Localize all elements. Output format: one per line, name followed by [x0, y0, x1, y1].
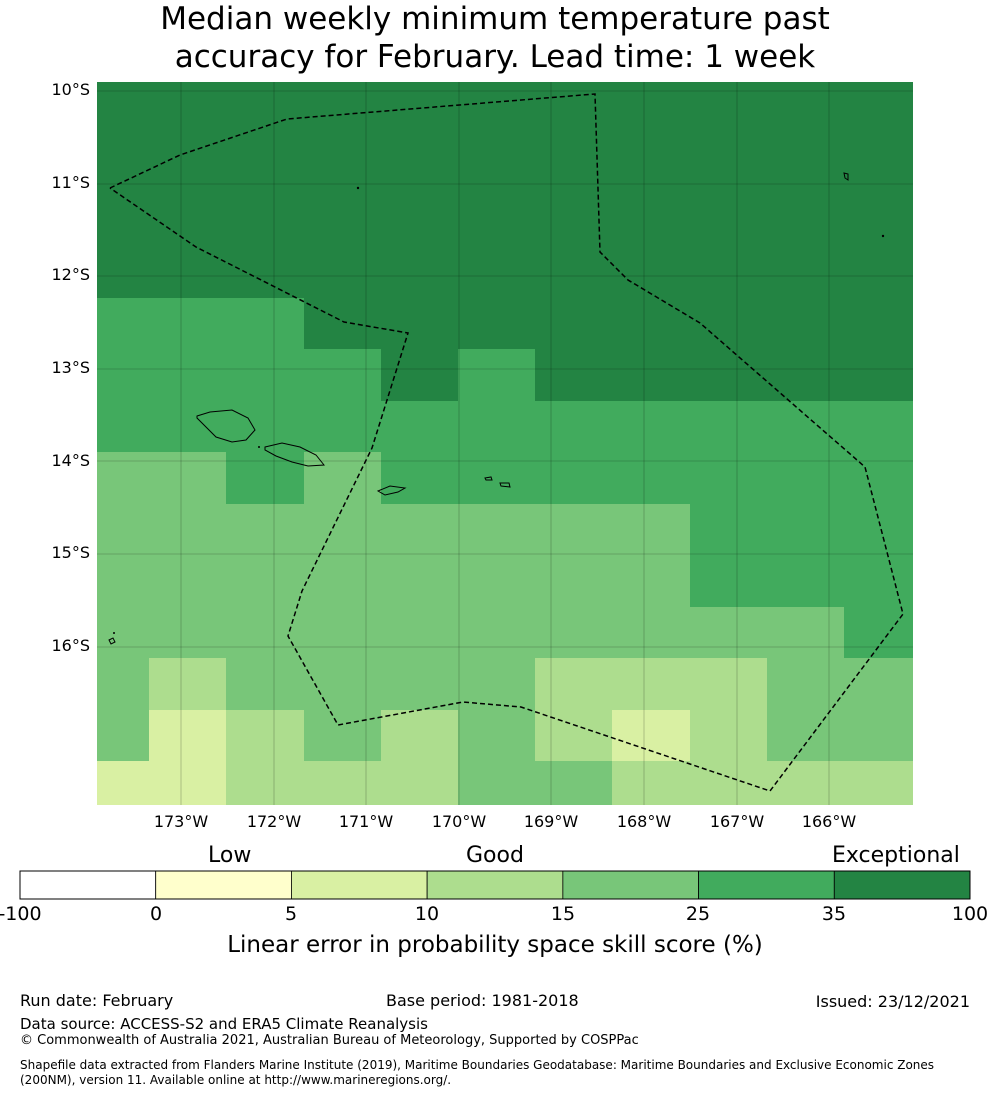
grid-cell-10-15: [381, 710, 458, 805]
colorbar-tick: 0: [149, 903, 163, 925]
lon-label: 170°W: [431, 812, 487, 831]
lat-label: 12°S: [51, 265, 90, 284]
islet: [113, 632, 115, 634]
grid-cell-10-15: [149, 658, 226, 710]
lat-label: 15°S: [51, 543, 90, 562]
base-period: Base period: 1981-2018: [386, 991, 579, 1010]
lon-label: 172°W: [246, 812, 302, 831]
grid-cell-15-25: [304, 452, 381, 805]
grid-cell-5-10: [149, 710, 226, 805]
colorbar-segment: [833, 870, 971, 900]
colorbar-tick: 10: [414, 903, 440, 925]
colorbar-segment: [698, 870, 835, 900]
colorbar: [19, 870, 971, 900]
colorbar-segment: [291, 870, 428, 900]
lat-label: 11°S: [51, 173, 90, 192]
grid-cell-exceptional: [535, 349, 913, 401]
colorbar-tick: 25: [685, 903, 711, 925]
grid-cell-5-10: [97, 761, 149, 805]
islet: [258, 446, 260, 448]
lon-label: 168°W: [616, 812, 672, 831]
category-low: Low: [208, 843, 252, 868]
category-exceptional: Exceptional: [832, 843, 960, 868]
map-panel: 10°S 11°S 12°S 13°S 14°S 15°S 16°S 173°W…: [51, 80, 913, 831]
grid-cell-5-10: [612, 710, 690, 761]
skill-grid: [97, 82, 913, 805]
grid-cell-10-15: [226, 710, 304, 805]
category-good: Good: [466, 843, 524, 868]
eez-boundary: [109, 93, 904, 792]
islet: [356, 186, 360, 190]
lat-label: 14°S: [51, 451, 90, 470]
lon-label: 166°W: [801, 812, 857, 831]
shapefile-credit-line-1: Shapefile data extracted from Flanders M…: [20, 1058, 935, 1072]
skill-map: [97, 82, 913, 805]
lat-label: 13°S: [51, 358, 90, 377]
tutuila-island: [376, 485, 407, 496]
colorbar-label: Linear error in probability space skill …: [227, 932, 763, 958]
colorbar-tick: 35: [821, 903, 847, 925]
lon-label: 169°W: [523, 812, 579, 831]
shapefile-credit-line-2: (200NM), version 11. Available online at…: [20, 1073, 452, 1087]
colorbar-tick: 5: [284, 903, 298, 925]
colorbar-segment: [562, 870, 699, 900]
copyright: © Commonwealth of Australia 2021, Austra…: [20, 1033, 639, 1048]
lat-label: 16°S: [51, 636, 90, 655]
manua-island-1: [484, 476, 493, 481]
data-source: Data source: ACCESS-S2 and ERA5 Climate …: [20, 1015, 428, 1033]
upolu-island: [264, 442, 325, 467]
small-island-northeast: [843, 172, 849, 181]
colorbar-tick: 100: [951, 903, 989, 925]
grid-cell-exceptional: [304, 298, 913, 349]
lat-label: 10°S: [51, 80, 90, 99]
grid-cell-10-15: [612, 761, 913, 805]
colorbar-segment: [19, 870, 157, 900]
colorbar-segment: [426, 870, 564, 900]
colorbar-frame: [19, 870, 971, 900]
lon-label: 167°W: [709, 812, 765, 831]
islet: [881, 234, 885, 238]
lon-label: 173°W: [153, 812, 209, 831]
title-line-2: accuracy for February. Lead time: 1 week: [174, 39, 816, 75]
colorbar-tick: 15: [550, 903, 576, 925]
title-line-1: Median weekly minimum temperature past: [160, 1, 830, 37]
manua-island-2: [499, 482, 511, 488]
colorbar-segment: [155, 870, 292, 900]
islets: [113, 186, 885, 634]
lon-label: 171°W: [338, 812, 394, 831]
small-island-west: [108, 637, 116, 645]
grid-cell-10-15: [304, 761, 381, 805]
colorbar-tick: -100: [0, 903, 42, 925]
grid-cell-exceptional: [97, 82, 913, 298]
graticule: [97, 82, 913, 805]
colorbar-segments: [19, 870, 971, 900]
savaii-island: [196, 409, 256, 443]
coastlines: [108, 172, 849, 645]
grid-cell-exceptional: [381, 349, 458, 401]
chart-title: Median weekly minimum temperature past a…: [0, 0, 990, 76]
run-date: Run date: February: [20, 991, 174, 1010]
issued-date: Issued: 23/12/2021: [815, 992, 970, 1011]
